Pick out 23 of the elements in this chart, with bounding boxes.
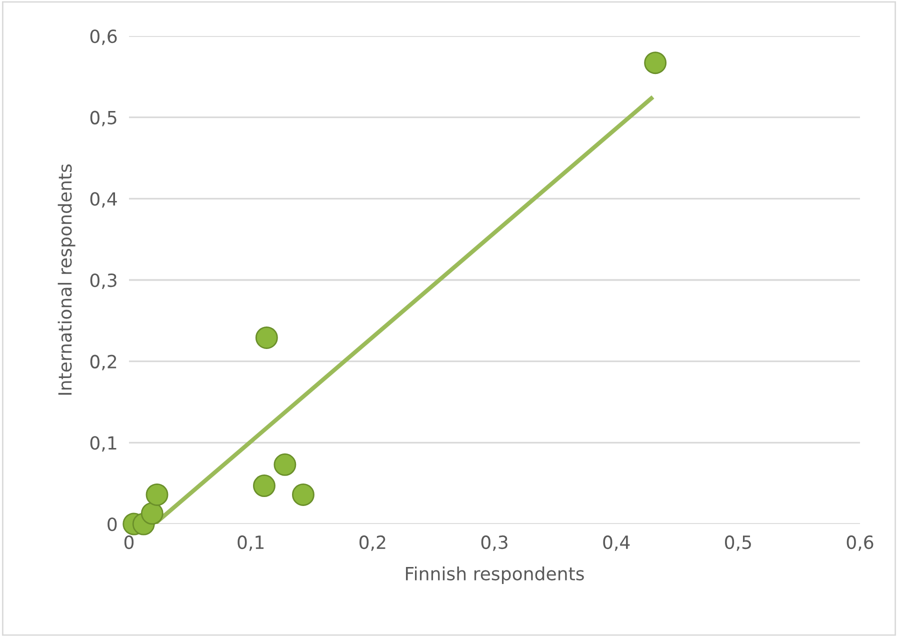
x-axis-title: Finnish respondents (406, 566, 584, 584)
y-tick-label: 0,2 (90, 354, 116, 370)
point (274, 453, 296, 476)
point (255, 326, 278, 349)
x-tick-label: 0 (124, 535, 134, 550)
point (644, 52, 667, 74)
y-tick-label: 0,1 (90, 436, 116, 452)
y-tick-label: 0,4 (90, 192, 117, 208)
x-tick-label: 0,4 (603, 535, 630, 551)
y-tick-label: 0 (108, 517, 117, 532)
y-axis-title: International respondents (58, 164, 76, 395)
y-tick-label: 0,3 (90, 273, 116, 289)
x-tick-label: 0,2 (360, 535, 386, 551)
point (253, 474, 276, 497)
y-tick-label: 0,5 (90, 110, 116, 126)
point (146, 483, 168, 506)
x-tick-label: 0,1 (238, 535, 264, 551)
x-tick-label: 0,6 (846, 535, 874, 551)
point (292, 483, 314, 506)
x-tick-label: 0,5 (725, 535, 751, 551)
x-tick-label: 0,3 (481, 535, 508, 551)
y-tick-label: 0,6 (90, 29, 117, 45)
point (140, 502, 164, 525)
